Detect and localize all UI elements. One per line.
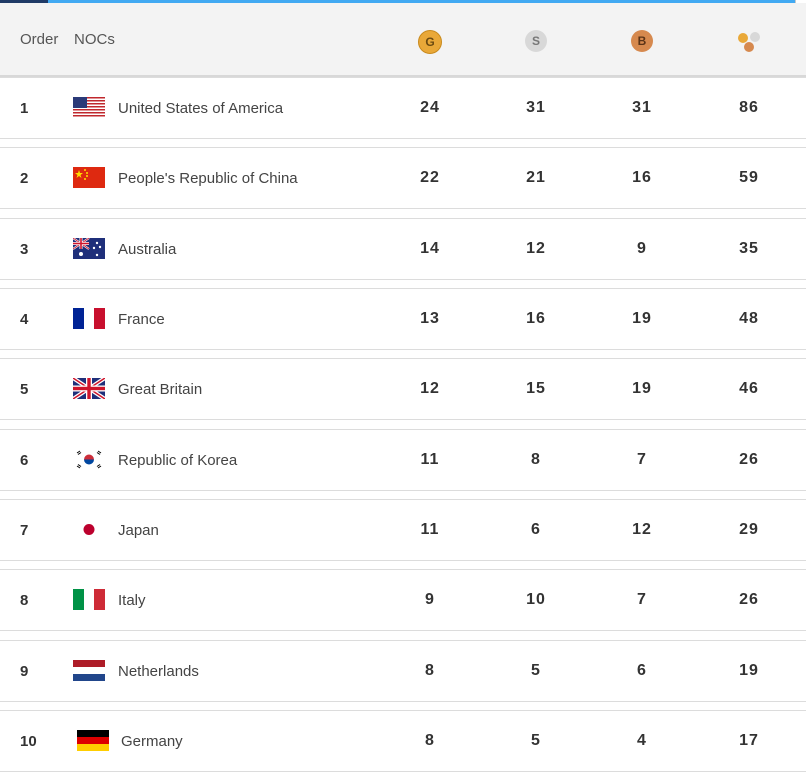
rank-cell: 4 [20,310,29,328]
noc-column-header[interactable]: NOCs [74,30,115,48]
rank-cell: 5 [20,380,29,398]
silver-count: 5 [531,732,541,749]
total-count: 29 [739,521,759,538]
bronze-count: 7 [637,451,647,468]
silver-count: 5 [531,662,541,679]
total-count: 46 [739,380,759,397]
rank-cell: 10 [20,732,37,750]
country-name[interactable]: Netherlands [118,662,199,680]
table-header: Order NOCs G S B [0,3,806,77]
rank-cell: 6 [20,451,29,469]
bronze-medal-icon[interactable]: B [631,30,653,52]
rank-cell: 3 [20,240,29,258]
silver-medal-icon[interactable]: S [525,30,547,52]
total-count: 48 [739,310,759,327]
table-row[interactable]: 6 Republic of Korea 11 8 7 26 [0,429,806,491]
total-count: 17 [739,732,759,749]
bronze-count: 16 [632,169,652,186]
table-row[interactable]: 1 United States of America 24 31 31 86 [0,77,806,139]
usa-flag-icon [73,97,105,118]
rank-cell: 9 [20,662,29,680]
country-name[interactable]: United States of America [118,99,284,117]
bronze-count: 7 [637,591,647,608]
top-accent-line [0,0,806,3]
japan-flag-icon [73,519,105,540]
country-name[interactable]: Great Britain [118,380,203,398]
country-name[interactable]: Germany [121,732,183,750]
italy-flag-icon [73,589,105,610]
bronze-count: 19 [632,380,652,397]
silver-count: 12 [526,240,546,257]
silver-count: 21 [526,169,546,186]
country-name[interactable]: Japan [118,521,159,539]
total-count: 86 [739,99,759,116]
total-count: 35 [739,240,759,257]
gold-count: 14 [420,240,440,257]
gold-count: 8 [425,662,435,679]
korea-flag-icon [73,449,105,470]
gold-count: 12 [420,380,440,397]
total-count: 26 [739,451,759,468]
germany-flag-icon [77,730,109,751]
rank-cell: 1 [20,99,29,117]
silver-count: 15 [526,380,546,397]
total-count: 26 [739,591,759,608]
gold-count: 13 [420,310,440,327]
table-row[interactable]: 7 Japan 11 6 12 29 [0,499,806,561]
order-column-header[interactable]: Order [20,30,59,48]
total-count: 19 [739,662,759,679]
bronze-count: 12 [632,521,652,538]
bronze-count: 19 [632,310,652,327]
country-name[interactable]: Australia [118,240,177,258]
bronze-count: 31 [632,99,652,116]
gold-count: 11 [420,451,440,468]
australia-flag-icon [73,238,105,259]
table-row[interactable]: 3 Australia 14 12 9 35 [0,218,806,280]
gold-count: 22 [420,169,440,186]
bronze-count: 6 [637,662,647,679]
rank-cell: 7 [20,521,29,539]
bronze-count: 4 [637,732,647,749]
silver-count: 10 [526,591,546,608]
silver-count: 8 [531,451,541,468]
france-flag-icon [73,308,105,329]
table-row[interactable]: 4 France 13 16 19 48 [0,288,806,350]
table-row[interactable]: 8 Italy 9 10 7 26 [0,569,806,631]
rank-cell: 2 [20,169,29,187]
silver-count: 6 [531,521,541,538]
medals-total-icon[interactable] [736,31,764,55]
table-row[interactable]: 2 People's Republic of China 22 21 16 59 [0,147,806,209]
table-row[interactable]: 10 Germany 8 5 4 17 [0,710,806,772]
silver-count: 31 [526,99,546,116]
country-name[interactable]: People's Republic of China [118,169,298,187]
silver-count: 16 [526,310,546,327]
china-flag-icon [73,167,105,188]
country-name[interactable]: Italy [118,591,146,609]
gold-medal-icon[interactable]: G [418,30,442,54]
bronze-count: 9 [637,240,647,257]
country-name[interactable]: France [118,310,165,328]
table-row[interactable]: 9 Netherlands 8 5 6 19 [0,640,806,702]
netherlands-flag-icon [73,660,105,681]
gold-count: 24 [420,99,440,116]
great-britain-flag-icon [73,378,105,399]
table-row[interactable]: 5 Great Britain 12 15 19 46 [0,358,806,420]
total-count: 59 [739,169,759,186]
country-name[interactable]: Republic of Korea [118,451,238,469]
rank-cell: 8 [20,591,29,609]
gold-count: 9 [425,591,435,608]
gold-count: 8 [425,732,435,749]
gold-count: 11 [420,521,440,538]
